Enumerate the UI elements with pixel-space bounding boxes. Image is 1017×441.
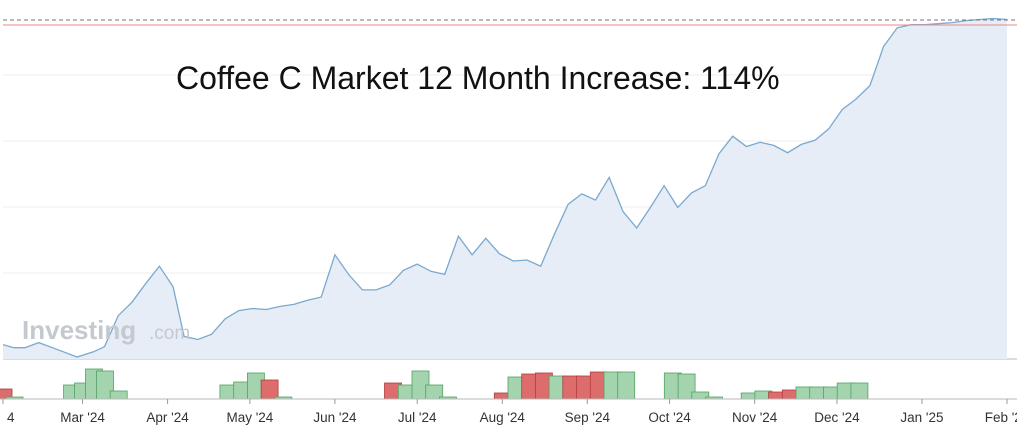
x-axis: 4 Mar '24 Apr '24 May '24 Jun '24 Jul '24 Aug … (0, 398, 1017, 425)
reference-lines (3, 19, 1017, 26)
x-tick-label: Dec '24 (814, 410, 860, 425)
volume-bars (0, 368, 869, 400)
x-tick-label: Jun '24 (313, 410, 357, 425)
price-area (3, 18, 1007, 359)
investing-watermark: Investing .com (22, 315, 190, 345)
x-tick-label: Apr '24 (146, 410, 189, 425)
x-tick-label: Jul '24 (398, 410, 437, 425)
volume-bar (109, 390, 128, 400)
volume-bar (260, 379, 279, 400)
volume-bar (850, 382, 869, 400)
watermark-brand: Investing (22, 315, 136, 345)
x-tick-label: Oct '24 (648, 410, 691, 425)
chart-title: Coffee C Market 12 Month Increase: 114% (176, 60, 780, 96)
x-tick-label: Sep '24 (565, 410, 611, 425)
x-tick-label: Nov '24 (732, 410, 778, 425)
volume-bar (617, 371, 636, 400)
x-tick-label: 4 (7, 410, 15, 425)
price-line (2, 17, 1008, 358)
x-tick-label: Jan '25 (900, 410, 943, 425)
x-tick-label: May '24 (226, 410, 273, 425)
x-tick-label: Aug '24 (480, 410, 526, 425)
x-tick-label: Feb '25 (985, 410, 1017, 425)
area-layer (2, 17, 1008, 359)
x-tick-label: Mar '24 (60, 410, 105, 425)
watermark-suffix: .com (149, 323, 190, 344)
